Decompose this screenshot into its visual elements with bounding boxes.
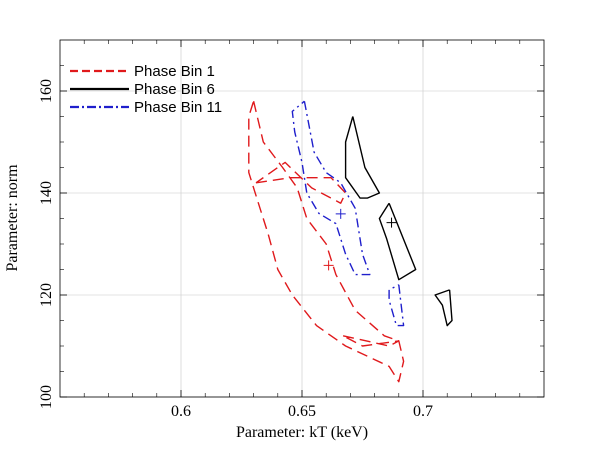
grid	[60, 40, 544, 398]
contour-line	[434, 289, 453, 327]
x-tick-label: 0.7	[413, 403, 433, 420]
legend-label: Phase Bin 1	[134, 63, 215, 80]
y-tick-label: 160	[38, 79, 55, 103]
contour-line	[291, 100, 371, 276]
y-tick-label: 140	[38, 181, 55, 205]
best-fit-marker-3	[335, 208, 346, 219]
contour-line	[342, 335, 400, 347]
y-tick-label: 100	[38, 385, 55, 409]
axis-ticks: 0.6 0.65 0.7 100 120 140 160	[38, 40, 544, 420]
best-fit-markers	[323, 208, 397, 271]
legend-label: Phase Bin 11	[134, 99, 222, 116]
best-fit-marker-1	[323, 260, 334, 271]
y-tick-label: 120	[38, 283, 55, 307]
y-axis-title: Parameter: norm	[4, 164, 21, 272]
contour-line	[388, 284, 405, 327]
x-tick-label: 0.6	[171, 403, 191, 420]
x-axis-title: Parameter: kT (keV)	[236, 424, 368, 441]
contour-line	[344, 116, 381, 199]
contour-line	[255, 161, 347, 204]
best-fit-marker-2	[386, 217, 397, 228]
x-tick-label: 0.65	[288, 403, 316, 420]
series-1	[248, 100, 405, 383]
series-3	[291, 100, 405, 327]
legend-label: Phase Bin 6	[134, 81, 215, 98]
contour-line	[248, 100, 405, 383]
contour-series	[248, 100, 453, 383]
contour-line	[378, 202, 417, 281]
series-2	[344, 116, 453, 327]
